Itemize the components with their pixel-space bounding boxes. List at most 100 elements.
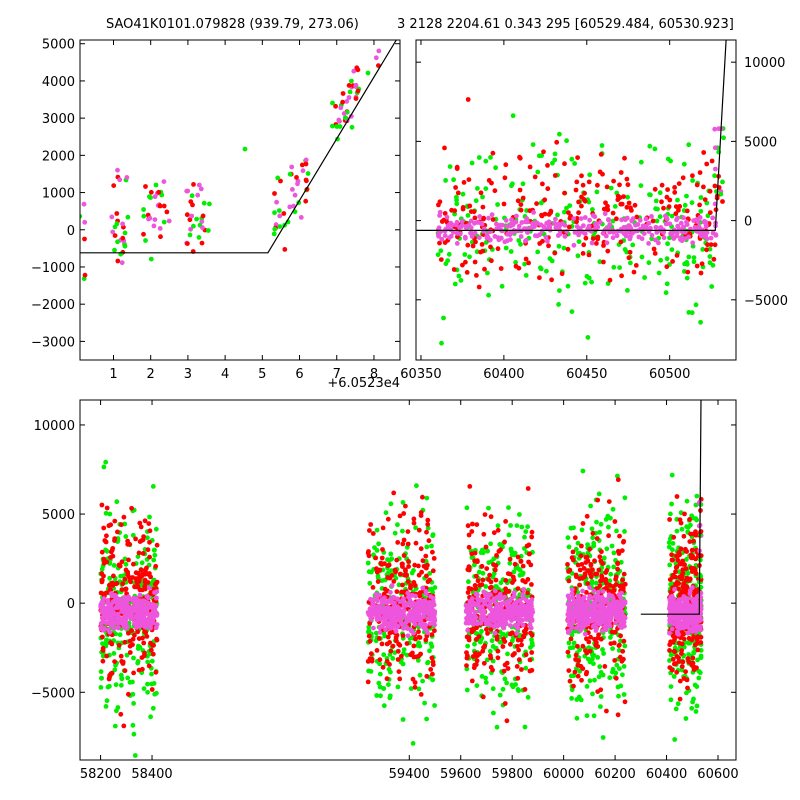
data-point — [582, 617, 588, 623]
data-point — [586, 179, 592, 185]
data-point — [584, 590, 589, 595]
data-point — [483, 680, 489, 685]
data-point — [152, 194, 158, 200]
data-point — [295, 181, 300, 187]
data-point — [634, 214, 640, 220]
data-point — [575, 562, 581, 568]
data-point — [562, 234, 568, 239]
data-point — [686, 659, 692, 665]
data-point — [709, 158, 715, 164]
data-point — [505, 231, 510, 237]
data-point — [422, 598, 428, 604]
data-point — [519, 601, 524, 607]
data-point — [526, 559, 531, 565]
data-point — [480, 648, 486, 654]
data-point — [119, 260, 125, 266]
data-point — [571, 683, 576, 689]
data-point — [113, 662, 118, 668]
data-point — [395, 657, 401, 662]
data-point — [395, 616, 401, 622]
data-point — [432, 585, 438, 590]
data-point — [573, 187, 579, 193]
data-point — [519, 524, 525, 530]
data-point — [510, 181, 515, 187]
data-point — [464, 618, 470, 624]
data-point — [591, 540, 597, 546]
data-point — [457, 231, 463, 237]
data-point — [669, 472, 675, 478]
data-point — [492, 188, 498, 194]
data-point — [349, 78, 354, 84]
data-point — [189, 193, 195, 199]
data-point — [518, 207, 524, 213]
data-point — [540, 181, 545, 187]
data-point — [481, 531, 487, 537]
data-point — [111, 651, 117, 656]
data-point — [122, 668, 128, 674]
data-point — [367, 528, 372, 533]
data-point — [646, 241, 651, 246]
data-point — [437, 209, 443, 215]
data-point — [405, 529, 411, 534]
data-point — [638, 159, 644, 165]
data-point — [566, 608, 572, 613]
data-point — [502, 676, 508, 682]
data-point — [282, 247, 288, 252]
data-point — [411, 643, 417, 649]
data-point — [676, 597, 682, 603]
data-point — [497, 542, 503, 547]
data-point — [275, 175, 281, 181]
data-point — [542, 197, 548, 203]
data-point — [594, 241, 599, 246]
y-tick-label: 5000 — [42, 38, 75, 53]
data-point — [187, 232, 193, 238]
data-point — [129, 628, 135, 633]
data-point — [388, 590, 393, 595]
data-point — [636, 234, 642, 240]
data-point — [676, 655, 681, 661]
data-point — [484, 657, 490, 663]
data-point — [107, 629, 113, 635]
data-point — [648, 225, 653, 231]
data-point — [653, 224, 659, 230]
data-point — [509, 217, 514, 223]
data-point — [652, 186, 658, 192]
data-point — [590, 207, 595, 212]
data-point — [281, 211, 287, 216]
data-point — [152, 691, 158, 697]
data-point — [113, 682, 119, 688]
data-point — [484, 621, 489, 627]
data-point — [148, 256, 154, 262]
data-point — [539, 212, 544, 218]
data-point — [585, 335, 591, 340]
data-point — [578, 628, 583, 633]
data-point — [118, 711, 124, 717]
data-point — [429, 632, 435, 638]
data-point — [473, 239, 478, 245]
data-point — [589, 581, 595, 586]
data-point — [404, 601, 409, 607]
data-point — [505, 651, 510, 657]
data-point — [575, 643, 580, 649]
data-point — [109, 547, 115, 553]
data-point — [517, 187, 523, 193]
data-point — [375, 598, 380, 604]
data-point — [424, 673, 430, 679]
data-point — [404, 572, 409, 578]
data-point — [599, 574, 605, 580]
data-point — [575, 253, 581, 259]
data-point — [622, 247, 628, 252]
data-point — [411, 619, 416, 624]
data-point — [413, 654, 419, 660]
data-point — [621, 638, 627, 644]
data-point — [108, 640, 114, 646]
data-point — [469, 529, 475, 534]
data-point — [115, 611, 121, 617]
data-point — [595, 655, 601, 660]
data-point — [712, 173, 717, 179]
data-point — [655, 206, 660, 212]
data-point — [147, 554, 153, 560]
data-point — [114, 708, 119, 714]
data-point — [617, 533, 622, 539]
data-point — [121, 723, 127, 729]
